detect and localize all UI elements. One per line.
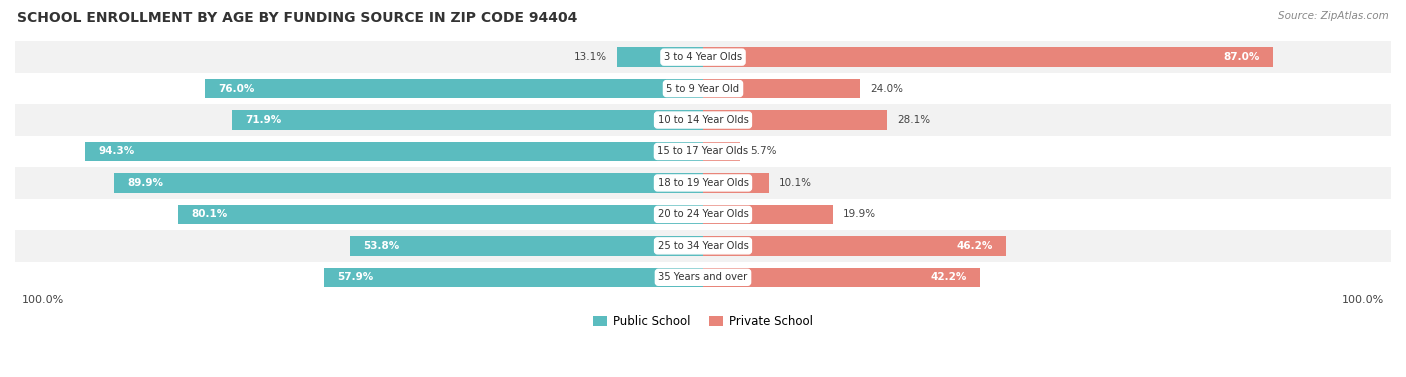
- Bar: [703, 268, 980, 287]
- Bar: [703, 79, 860, 98]
- Bar: [703, 48, 1272, 67]
- Text: 24.0%: 24.0%: [870, 84, 903, 93]
- Text: 42.2%: 42.2%: [929, 272, 966, 282]
- Bar: [15, 262, 1391, 293]
- Text: 89.9%: 89.9%: [127, 178, 163, 188]
- Text: SCHOOL ENROLLMENT BY AGE BY FUNDING SOURCE IN ZIP CODE 94404: SCHOOL ENROLLMENT BY AGE BY FUNDING SOUR…: [17, 11, 578, 25]
- Bar: [703, 236, 1005, 256]
- Bar: [15, 199, 1391, 230]
- Bar: [703, 173, 769, 193]
- Text: 3 to 4 Year Olds: 3 to 4 Year Olds: [664, 52, 742, 62]
- Text: 25 to 34 Year Olds: 25 to 34 Year Olds: [658, 241, 748, 251]
- Text: 71.9%: 71.9%: [245, 115, 281, 125]
- Text: 57.9%: 57.9%: [336, 272, 373, 282]
- Text: 100.0%: 100.0%: [21, 294, 63, 305]
- Text: 94.3%: 94.3%: [98, 147, 135, 156]
- Text: 80.1%: 80.1%: [191, 209, 228, 219]
- Bar: [703, 142, 741, 161]
- Bar: [703, 205, 834, 224]
- Bar: [179, 205, 703, 224]
- Bar: [703, 110, 887, 130]
- Bar: [114, 173, 703, 193]
- Bar: [15, 104, 1391, 136]
- Bar: [15, 136, 1391, 167]
- Legend: Public School, Private School: Public School, Private School: [589, 310, 817, 333]
- Text: 46.2%: 46.2%: [956, 241, 993, 251]
- Bar: [86, 142, 703, 161]
- Text: 20 to 24 Year Olds: 20 to 24 Year Olds: [658, 209, 748, 219]
- Bar: [617, 48, 703, 67]
- Text: 100.0%: 100.0%: [1343, 294, 1385, 305]
- Bar: [323, 268, 703, 287]
- Text: 28.1%: 28.1%: [897, 115, 931, 125]
- Text: 87.0%: 87.0%: [1223, 52, 1260, 62]
- Text: 10.1%: 10.1%: [779, 178, 813, 188]
- Text: 35 Years and over: 35 Years and over: [658, 272, 748, 282]
- Bar: [350, 236, 703, 256]
- Text: 5 to 9 Year Old: 5 to 9 Year Old: [666, 84, 740, 93]
- Bar: [232, 110, 703, 130]
- Bar: [15, 167, 1391, 199]
- Text: 19.9%: 19.9%: [844, 209, 876, 219]
- Text: 13.1%: 13.1%: [574, 52, 607, 62]
- Text: 53.8%: 53.8%: [364, 241, 399, 251]
- Text: 10 to 14 Year Olds: 10 to 14 Year Olds: [658, 115, 748, 125]
- Bar: [15, 73, 1391, 104]
- Text: 18 to 19 Year Olds: 18 to 19 Year Olds: [658, 178, 748, 188]
- Text: 76.0%: 76.0%: [218, 84, 254, 93]
- Bar: [15, 230, 1391, 262]
- Text: 15 to 17 Year Olds: 15 to 17 Year Olds: [658, 147, 748, 156]
- Text: Source: ZipAtlas.com: Source: ZipAtlas.com: [1278, 11, 1389, 21]
- Text: 5.7%: 5.7%: [751, 147, 776, 156]
- Bar: [15, 41, 1391, 73]
- Bar: [205, 79, 703, 98]
